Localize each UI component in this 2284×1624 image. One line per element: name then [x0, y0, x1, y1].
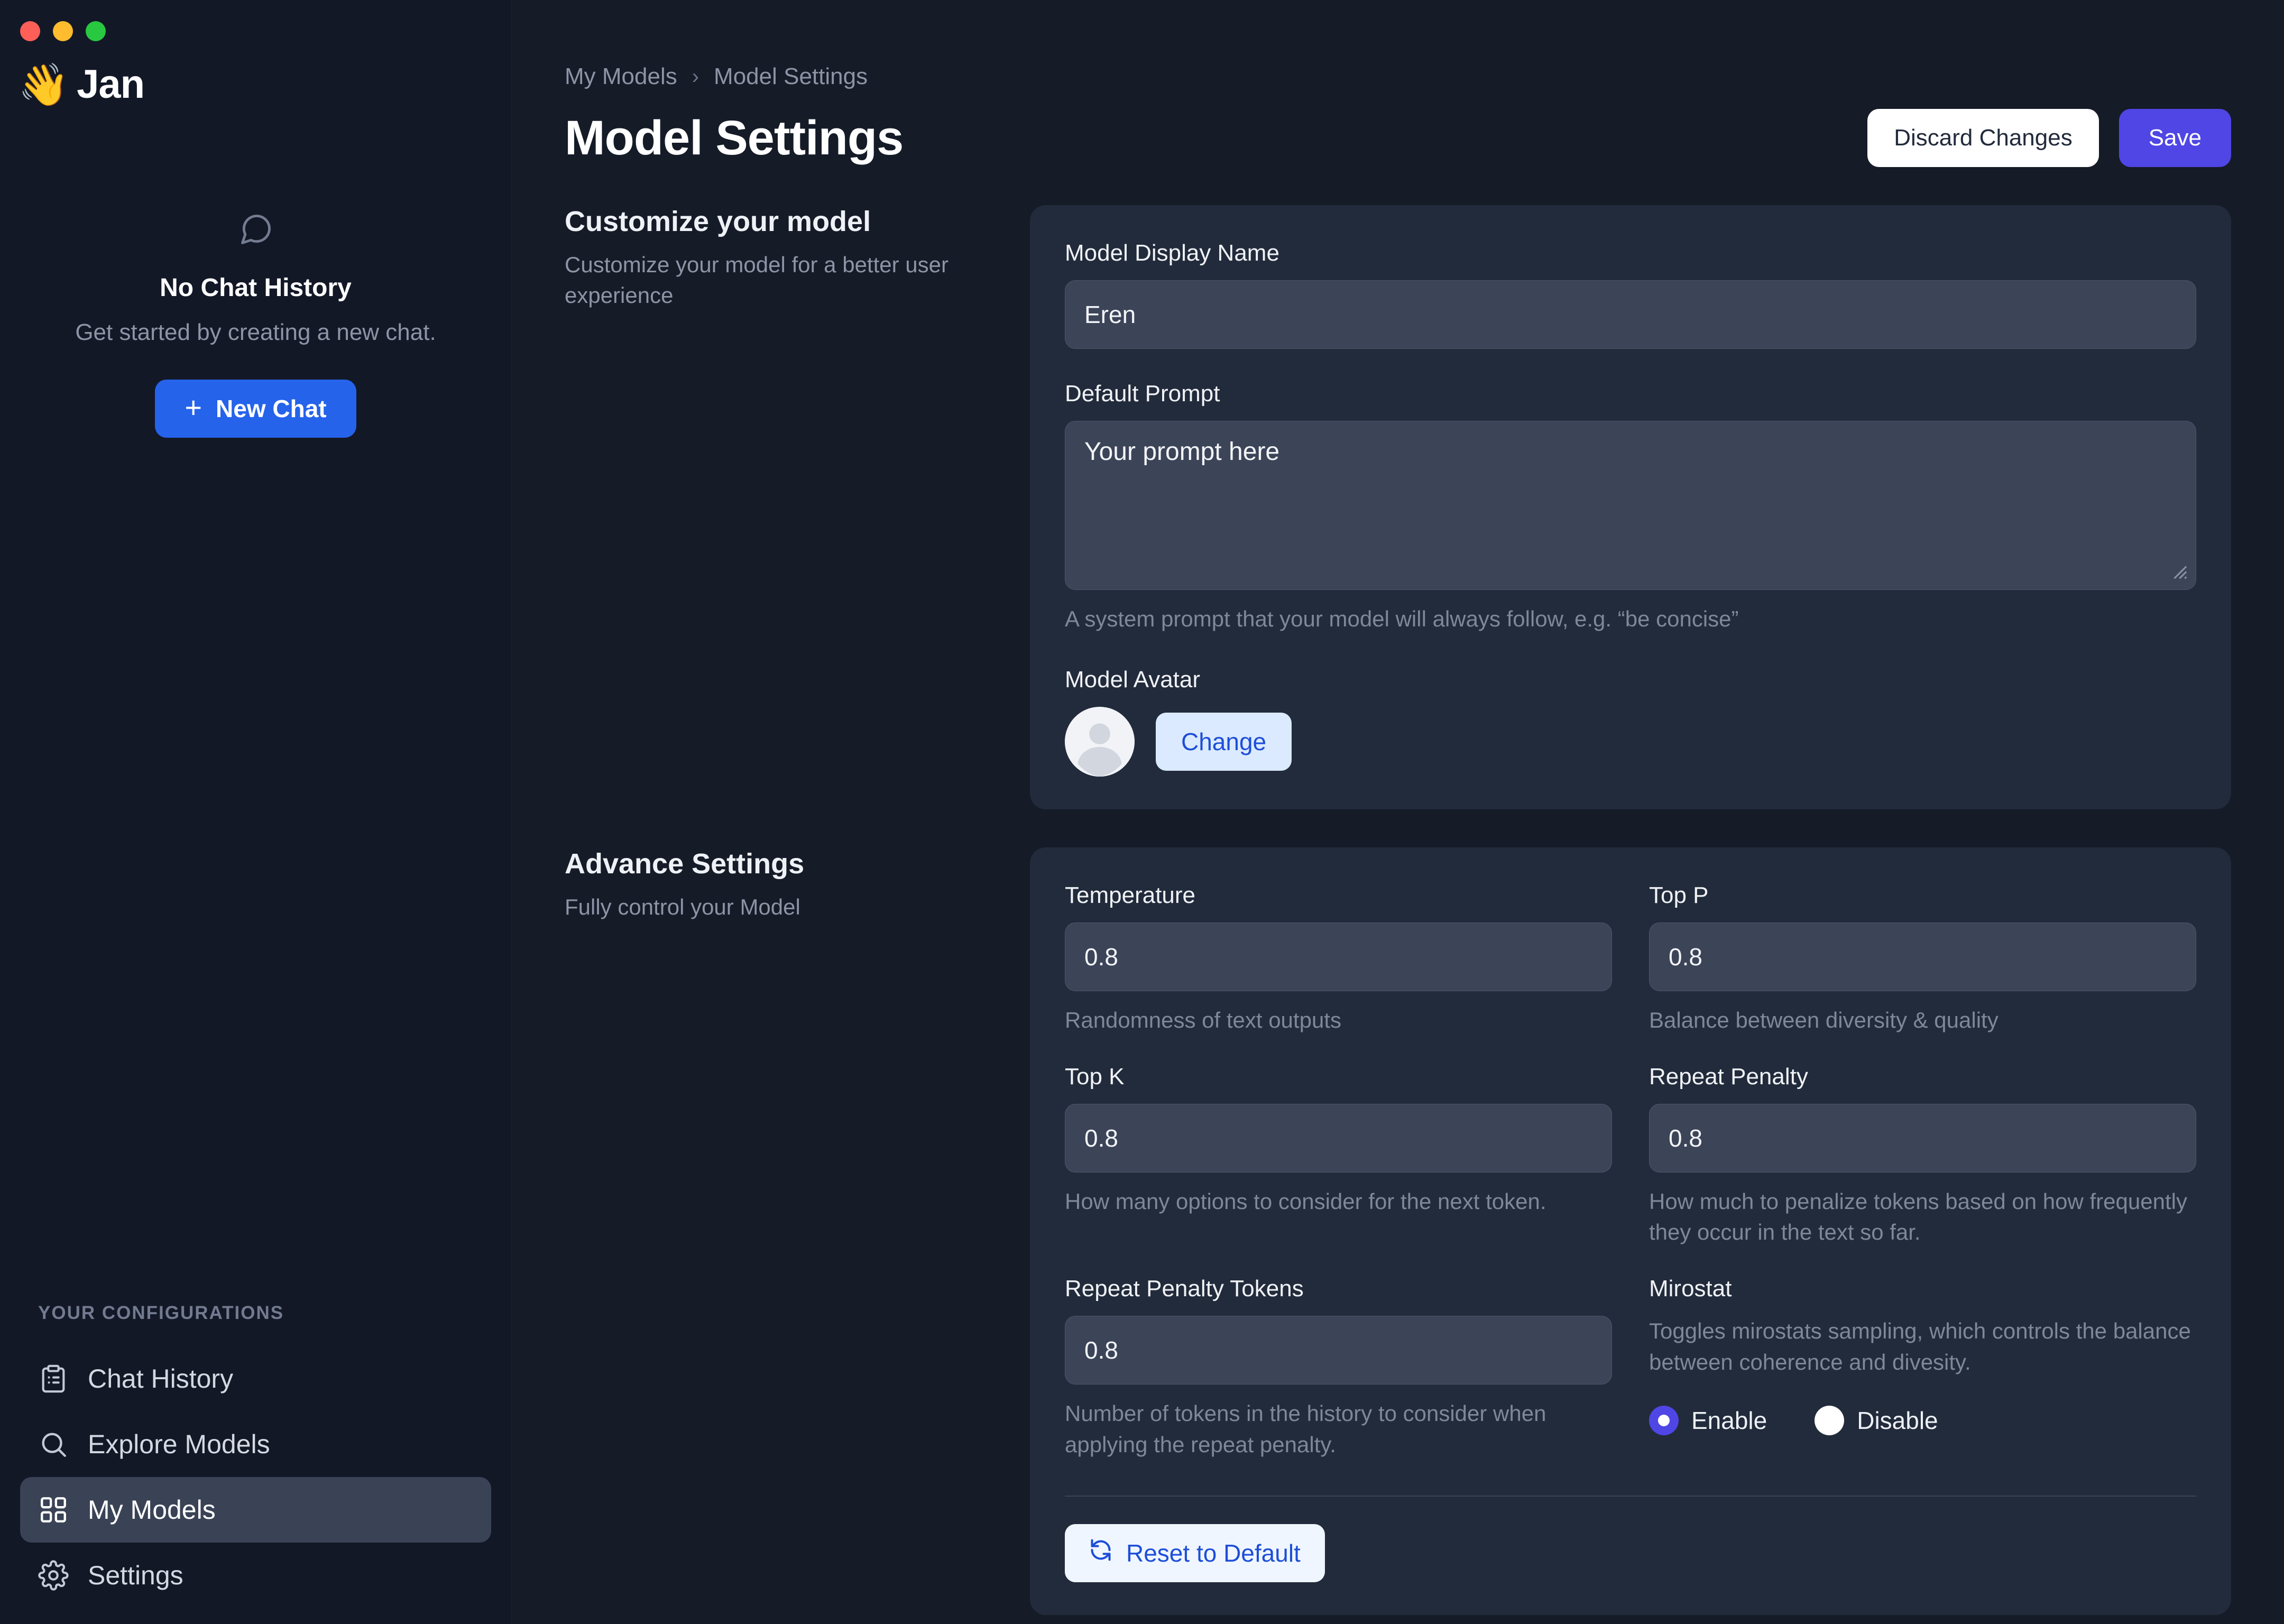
temperature-input[interactable]	[1065, 922, 1612, 991]
model-avatar-field: Model Avatar Change	[1065, 667, 2196, 777]
app-name: Jan	[77, 62, 145, 107]
discard-changes-button[interactable]: Discard Changes	[1867, 109, 2099, 167]
mirostat-disable-option[interactable]: Disable	[1815, 1405, 1938, 1435]
reset-to-default-label: Reset to Default	[1126, 1539, 1301, 1567]
customize-section: Customize your model Customize your mode…	[565, 205, 2231, 809]
default-prompt-textarea[interactable]	[1065, 421, 2196, 590]
model-avatar-row: Change	[1065, 706, 2196, 777]
person-avatar-icon	[1065, 706, 1135, 777]
reset-to-default-button[interactable]: Reset to Default	[1065, 1524, 1325, 1582]
mirostat-field: Mirostat Toggles mirostats sampling, whi…	[1649, 1276, 2196, 1461]
search-icon	[37, 1428, 70, 1461]
plus-icon: +	[185, 391, 202, 424]
mirostat-label: Mirostat	[1649, 1276, 1732, 1302]
chat-history-empty-state: No Chat History Get started by creating …	[0, 211, 511, 438]
new-chat-button[interactable]: + New Chat	[155, 380, 356, 438]
window-traffic-lights	[0, 0, 511, 41]
sidebar-item-label: Settings	[88, 1561, 183, 1590]
sidebar-item-my-models[interactable]: My Models	[20, 1477, 491, 1543]
top-k-label: Top K	[1065, 1063, 1125, 1090]
repeat-penalty-tokens-helper: Number of tokens in the history to consi…	[1065, 1401, 1546, 1457]
repeat-penalty-helper: How much to penalize tokens based on how…	[1649, 1188, 2187, 1245]
breadcrumb-model-settings: Model Settings	[714, 63, 868, 89]
default-prompt-wrapper	[1065, 421, 2196, 590]
sidebar: 👋 Jan No Chat History Get started by cre…	[0, 0, 512, 1624]
repeat-penalty-tokens-label: Repeat Penalty Tokens	[1065, 1276, 1304, 1302]
close-window-button[interactable]	[20, 21, 40, 41]
page-header: Model Settings Discard Changes Save	[565, 109, 2231, 167]
advanced-title: Advance Settings	[565, 847, 805, 880]
page-title: Model Settings	[565, 110, 904, 165]
clipboard-list-icon	[37, 1362, 70, 1395]
model-avatar-label: Model Avatar	[1065, 666, 1201, 693]
top-k-input[interactable]	[1065, 1103, 1612, 1173]
customize-title: Customize your model	[565, 206, 871, 237]
model-display-name-input[interactable]	[1065, 280, 2196, 349]
configurations-heading: YOUR CONFIGURATIONS	[38, 1303, 284, 1323]
refresh-icon	[1089, 1538, 1112, 1567]
repeat-penalty-tokens-field: Repeat Penalty Tokens Number of tokens i…	[1065, 1276, 1612, 1461]
header-actions: Discard Changes Save	[1867, 109, 2231, 167]
mirostat-radio-group: Enable Disable	[1649, 1405, 2196, 1435]
advanced-section-info: Advance Settings Fully control your Mode…	[565, 847, 1030, 1615]
temperature-label: Temperature	[1065, 882, 1196, 908]
grid-squares-icon	[37, 1493, 70, 1526]
top-p-label: Top P	[1649, 882, 1709, 908]
default-prompt-helper: A system prompt that your model will alw…	[1065, 606, 1739, 631]
customize-subtitle: Customize your model for a better user e…	[565, 252, 948, 308]
breadcrumb-my-models[interactable]: My Models	[565, 63, 677, 89]
radio-unselected-icon[interactable]	[1815, 1405, 1845, 1435]
empty-state-subtitle: Get started by creating a new chat.	[75, 319, 436, 345]
chat-bubble-icon	[238, 211, 274, 250]
sidebar-item-label: Chat History	[88, 1364, 234, 1394]
customize-section-info: Customize your model Customize your mode…	[565, 205, 1030, 809]
model-display-name-label: Model Display Name	[1065, 240, 1279, 266]
mirostat-disable-label: Disable	[1857, 1406, 1938, 1434]
sidebar-item-chat-history[interactable]: Chat History	[20, 1346, 491, 1411]
repeat-penalty-input[interactable]	[1649, 1103, 2196, 1173]
advanced-divider	[1065, 1495, 2196, 1497]
advanced-subtitle: Fully control your Model	[565, 894, 800, 919]
maximize-window-button[interactable]	[86, 21, 106, 41]
sidebar-item-settings[interactable]: Settings	[20, 1543, 491, 1608]
main-content: My Models › Model Settings Model Setting…	[512, 0, 2284, 1624]
top-p-helper: Balance between diversity & quality	[1649, 1007, 1998, 1032]
repeat-penalty-tokens-input[interactable]	[1065, 1316, 1612, 1385]
temperature-field: Temperature Randomness of text outputs	[1065, 882, 1612, 1036]
save-button[interactable]: Save	[2119, 109, 2231, 167]
sidebar-item-label: Explore Models	[88, 1429, 270, 1459]
waving-hand-icon: 👋	[18, 61, 70, 108]
advanced-settings-section: Advance Settings Fully control your Mode…	[565, 847, 2231, 1615]
minimize-window-button[interactable]	[53, 21, 73, 41]
top-k-field: Top K How many options to consider for t…	[1065, 1064, 1612, 1249]
chevron-right-icon: ›	[692, 64, 699, 88]
default-prompt-label: Default Prompt	[1065, 381, 1220, 407]
repeat-penalty-field: Repeat Penalty How much to penalize toke…	[1649, 1064, 2196, 1249]
temperature-helper: Randomness of text outputs	[1065, 1007, 1341, 1032]
default-prompt-field: Default Prompt	[1065, 381, 2196, 635]
mirostat-description: Toggles mirostats sampling, which contro…	[1649, 1318, 2191, 1374]
top-p-field: Top P Balance between diversity & qualit…	[1649, 882, 2196, 1036]
model-display-name-field: Model Display Name	[1065, 240, 2196, 349]
top-p-input[interactable]	[1649, 922, 2196, 991]
app-brand: 👋 Jan	[0, 41, 511, 107]
sidebar-item-explore-models[interactable]: Explore Models	[20, 1411, 491, 1477]
top-k-helper: How many options to consider for the nex…	[1065, 1188, 1546, 1214]
sidebar-item-label: My Models	[88, 1495, 216, 1525]
advanced-card: Temperature Randomness of text outputs T…	[1030, 847, 2231, 1615]
customize-card: Model Display Name Default Prompt	[1030, 205, 2231, 809]
configurations-nav: YOUR CONFIGURATIONS Chat History	[0, 1303, 511, 1624]
breadcrumb: My Models › Model Settings	[565, 0, 2231, 90]
mirostat-enable-option[interactable]: Enable	[1649, 1405, 1767, 1435]
radio-selected-icon[interactable]	[1649, 1405, 1679, 1435]
gear-icon	[37, 1559, 70, 1592]
advanced-fields-grid: Temperature Randomness of text outputs T…	[1065, 882, 2196, 1488]
change-avatar-button[interactable]: Change	[1156, 712, 1292, 771]
repeat-penalty-label: Repeat Penalty	[1649, 1063, 1808, 1090]
empty-state-title: No Chat History	[160, 274, 352, 302]
new-chat-label: New Chat	[216, 395, 327, 422]
mirostat-enable-label: Enable	[1691, 1406, 1767, 1434]
